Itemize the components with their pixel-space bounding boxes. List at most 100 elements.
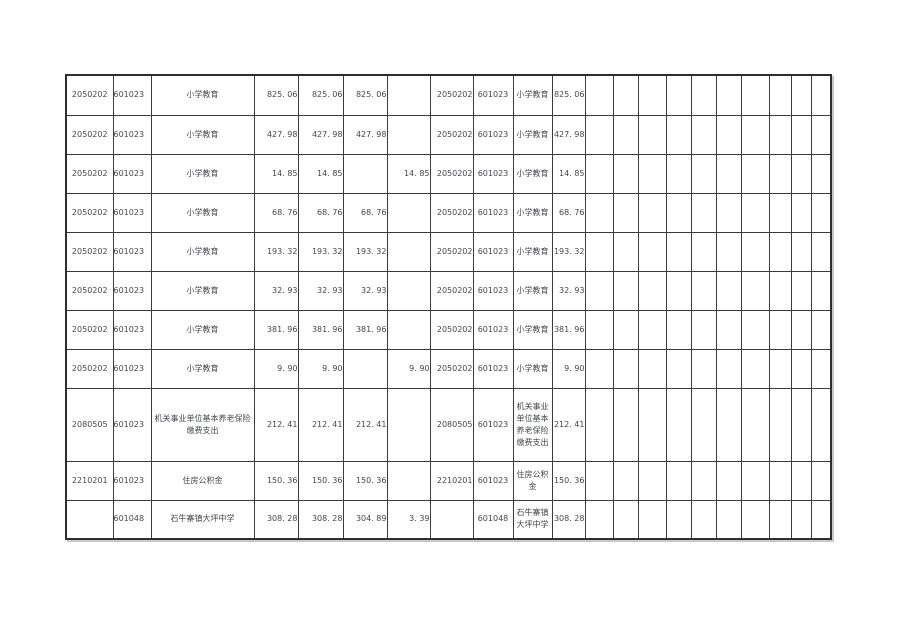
table-cell: 304. 89	[342, 499, 388, 540]
table-cell: 小学教育	[512, 114, 553, 155]
empty-cell	[690, 231, 717, 272]
empty-cell	[740, 231, 770, 272]
empty-cell	[386, 270, 431, 311]
empty-cell	[790, 153, 812, 194]
empty-cell	[768, 309, 792, 350]
table-cell: 3. 39	[386, 499, 431, 540]
empty-cell	[768, 74, 792, 116]
empty-cell	[612, 153, 639, 194]
table-cell: 2050202	[65, 270, 114, 311]
table-cell: 小学教育	[512, 192, 553, 233]
empty-cell	[790, 74, 812, 116]
empty-cell	[637, 74, 667, 116]
empty-cell	[810, 231, 832, 272]
table-cell: 石牛寨镇大坪中学	[150, 499, 255, 540]
table-cell: 2050202	[429, 270, 474, 311]
empty-cell	[715, 270, 742, 311]
table-row: 601048 石牛寨镇大坪中学 308. 28 308. 28 304. 89 3. 39…	[65, 499, 832, 540]
table-cell: 601023	[472, 114, 514, 155]
table-cell: 小学教育	[150, 270, 255, 311]
empty-cell	[690, 460, 717, 501]
empty-cell	[637, 387, 667, 462]
table-cell: 212. 41	[297, 387, 344, 462]
empty-cell	[612, 387, 639, 462]
table-cell: 601023	[472, 309, 514, 350]
empty-cell	[740, 387, 770, 462]
table-cell: 601023	[112, 348, 152, 389]
table-cell: 601023	[112, 231, 152, 272]
empty-cell	[584, 231, 614, 272]
table-cell: 14. 85	[551, 153, 586, 194]
table-row: 2050202 601023 小学教育 381. 96 381. 96 381. 96 20…	[65, 309, 832, 350]
table-cell: 308. 28	[551, 499, 586, 540]
empty-cell	[810, 114, 832, 155]
empty-cell	[665, 114, 692, 155]
empty-cell	[386, 114, 431, 155]
table-cell: 427. 98	[297, 114, 344, 155]
budget-table: 2050202 601023 小学教育 825. 06 825. 06 825. 06 20…	[65, 74, 832, 540]
empty-cell	[612, 114, 639, 155]
table-cell: 小学教育	[150, 348, 255, 389]
table-cell: 601023	[112, 270, 152, 311]
empty-cell	[665, 153, 692, 194]
table-cell: 机关事业单位基本养老保险缴费支出	[512, 387, 553, 462]
empty-cell	[740, 74, 770, 116]
empty-cell	[790, 114, 812, 155]
table-cell: 小学教育	[512, 74, 553, 116]
empty-cell	[637, 460, 667, 501]
table-cell: 601023	[112, 460, 152, 501]
empty-cell	[810, 348, 832, 389]
table-cell: 2050202	[429, 309, 474, 350]
table-cell: 601023	[112, 153, 152, 194]
empty-cell	[665, 231, 692, 272]
empty-cell	[690, 309, 717, 350]
table-cell: 825. 06	[342, 74, 388, 116]
empty-cell	[342, 153, 388, 194]
table-cell: 212. 41	[551, 387, 586, 462]
empty-cell	[715, 192, 742, 233]
table-cell: 150. 36	[342, 460, 388, 501]
table-cell: 32. 93	[342, 270, 388, 311]
table-cell: 150. 36	[551, 460, 586, 501]
table-cell: 193. 32	[253, 231, 299, 272]
table-cell: 212. 41	[253, 387, 299, 462]
table-cell: 601023	[472, 348, 514, 389]
table-cell: 2050202	[429, 348, 474, 389]
table-cell: 9. 90	[297, 348, 344, 389]
empty-cell	[637, 153, 667, 194]
empty-cell	[637, 231, 667, 272]
empty-cell	[768, 499, 792, 540]
empty-cell	[584, 114, 614, 155]
table-cell: 2050202	[65, 348, 114, 389]
empty-cell	[665, 74, 692, 116]
empty-cell	[690, 348, 717, 389]
table-cell: 150. 36	[297, 460, 344, 501]
empty-cell	[715, 74, 742, 116]
table-cell: 308. 28	[297, 499, 344, 540]
empty-cell	[690, 153, 717, 194]
empty-cell	[715, 309, 742, 350]
table-row: 2050202 601023 小学教育 14. 85 14. 85 14. 85 20502…	[65, 153, 832, 194]
table-cell: 小学教育	[512, 231, 553, 272]
empty-cell	[690, 387, 717, 462]
empty-cell	[768, 348, 792, 389]
table-cell: 2050202	[65, 114, 114, 155]
empty-cell	[612, 460, 639, 501]
table-cell: 381. 96	[342, 309, 388, 350]
empty-cell	[810, 460, 832, 501]
table-cell: 2050202	[65, 192, 114, 233]
empty-cell	[768, 460, 792, 501]
table-cell: 193. 32	[342, 231, 388, 272]
empty-cell	[740, 270, 770, 311]
empty-cell	[768, 231, 792, 272]
table-cell: 150. 36	[253, 460, 299, 501]
empty-cell	[612, 348, 639, 389]
empty-cell	[768, 192, 792, 233]
table-cell: 住房公积金	[512, 460, 553, 501]
table-cell: 601023	[472, 74, 514, 116]
empty-cell	[790, 348, 812, 389]
table-row: 2050202 601023 小学教育 68. 76 68. 76 68. 76 20502…	[65, 192, 832, 233]
table-row: 2050202 601023 小学教育 9. 90 9. 90 9. 90 2050202 6…	[65, 348, 832, 389]
table-cell: 小学教育	[512, 153, 553, 194]
empty-cell	[715, 153, 742, 194]
